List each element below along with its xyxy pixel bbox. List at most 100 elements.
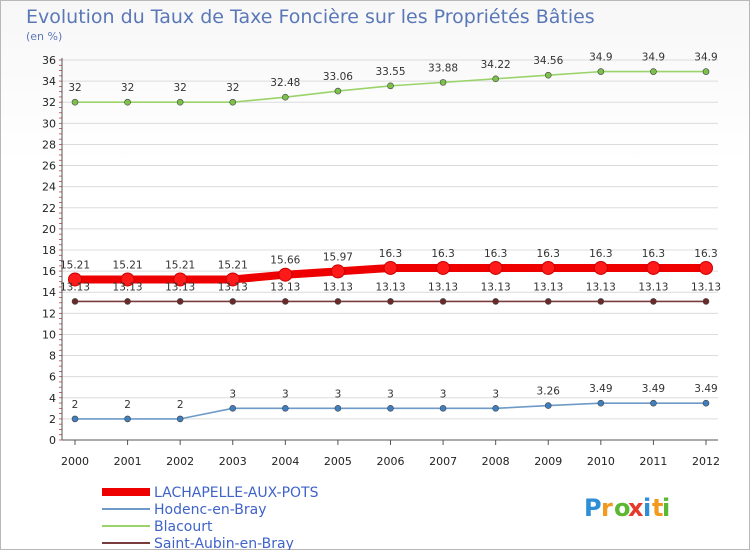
data-point [176,98,184,106]
data-label: 2 [124,399,131,411]
data-point [544,402,552,409]
data-label: 15.97 [323,251,353,263]
data-point [699,260,713,275]
data-point [650,68,657,75]
y-tick-label: 10 [42,328,56,341]
data-label: 16.3 [379,248,402,260]
y-tick-label: 16 [42,265,56,278]
y-tick-label: 34 [42,75,56,88]
y-tick-label: 2 [49,413,56,426]
x-tick-label: 2007 [429,455,457,468]
y-tick-label: 0 [49,434,56,447]
data-point [282,405,289,412]
series-group: 15.21 15.21 15.21 15.21 15.66 15.97 16.3 16.3 16… [60,52,721,423]
data-label: 34.22 [481,59,511,71]
data-point [646,260,661,275]
data-point [71,415,79,423]
y-tick-label: 14 [42,286,56,299]
data-label: 3.26 [537,386,561,398]
x-tick-label: 2005 [324,455,352,468]
data-label: 32 [226,82,239,94]
data-point [282,93,289,101]
data-label: 15.21 [60,259,90,271]
y-tick-label: 22 [42,202,56,215]
data-label: 13.13 [113,281,143,293]
data-label: 13.13 [586,281,616,293]
data-point [439,405,447,412]
data-label: 3 [282,388,289,400]
data-label: 34.9 [589,52,612,64]
data-point [597,399,605,407]
x-tick-label: 2011 [639,455,667,468]
legend-label: Hodenc-en-Bray [154,502,266,518]
y-tick-label: 6 [49,371,56,384]
data-label: 33.88 [428,62,458,74]
data-label: 3.49 [642,383,665,395]
data-point [544,71,552,79]
data-point [544,298,552,305]
data-label: 13.13 [533,281,563,293]
data-label: 34.56 [533,55,563,67]
data-point [229,405,237,412]
data-point [68,272,82,287]
y-tick-label: 4 [49,392,56,405]
data-point [176,298,184,305]
y-tick-label: 24 [42,181,56,194]
data-label: 32 [173,82,186,94]
legend-label: Saint-Aubin-en-Bray [154,536,294,550]
data-label: 13.13 [323,281,353,293]
data-label: 3 [229,388,236,400]
data-point [278,267,293,282]
data-point [229,298,237,305]
legend: LACHAPELLE-AUX-POTSHodenc-en-BrayBlacour… [102,485,319,550]
data-point [597,298,605,305]
data-label: 13.13 [638,281,668,293]
logo-letter: i [662,494,670,522]
data-point [225,272,240,287]
data-point [334,298,342,305]
data-label: 15.21 [165,259,195,271]
data-label: 15.21 [218,259,248,271]
data-point [702,298,710,305]
data-point [330,264,345,279]
data-label: 2 [177,399,184,411]
logo-letter: o [614,494,631,522]
data-label: 13.13 [218,281,248,293]
data-label: 13.13 [691,281,721,293]
logo-letter: r [601,494,613,522]
data-point [282,298,289,305]
data-point [387,298,394,305]
data-point [124,415,131,423]
data-point [702,399,710,407]
data-point [71,98,79,106]
y-tick-label: 28 [42,138,56,151]
data-label: 13.13 [375,281,405,293]
data-label: 2 [72,399,79,411]
y-tick-label: 26 [42,160,56,173]
data-label: 13.13 [428,281,458,293]
logo-letter: i [643,494,651,522]
x-tick-label: 2004 [271,455,299,468]
x-tick-label: 2000 [61,455,89,468]
data-point [334,405,342,412]
data-point [597,68,605,75]
data-label: 16.3 [642,248,665,260]
data-label: 15.21 [113,259,143,271]
y-tick-label: 32 [42,96,56,109]
data-label: 3 [440,388,447,400]
legend-label: LACHAPELLE-AUX-POTS [154,485,319,501]
data-label: 33.55 [375,66,405,78]
data-point [387,82,394,90]
data-label: 32 [121,82,134,94]
data-point [492,298,499,305]
y-tick-label: 8 [49,350,56,363]
data-point [492,75,499,83]
data-point [334,87,342,95]
data-label: 3.49 [694,383,717,395]
data-label: 16.3 [537,248,560,260]
y-tick-label: 20 [42,223,56,236]
data-label: 3 [492,388,499,400]
logo-letter: t [652,494,663,522]
